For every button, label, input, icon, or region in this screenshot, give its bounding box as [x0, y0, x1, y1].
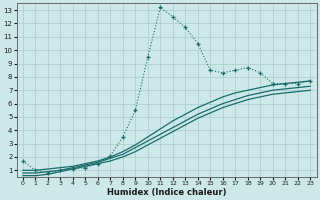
X-axis label: Humidex (Indice chaleur): Humidex (Indice chaleur): [107, 188, 226, 197]
